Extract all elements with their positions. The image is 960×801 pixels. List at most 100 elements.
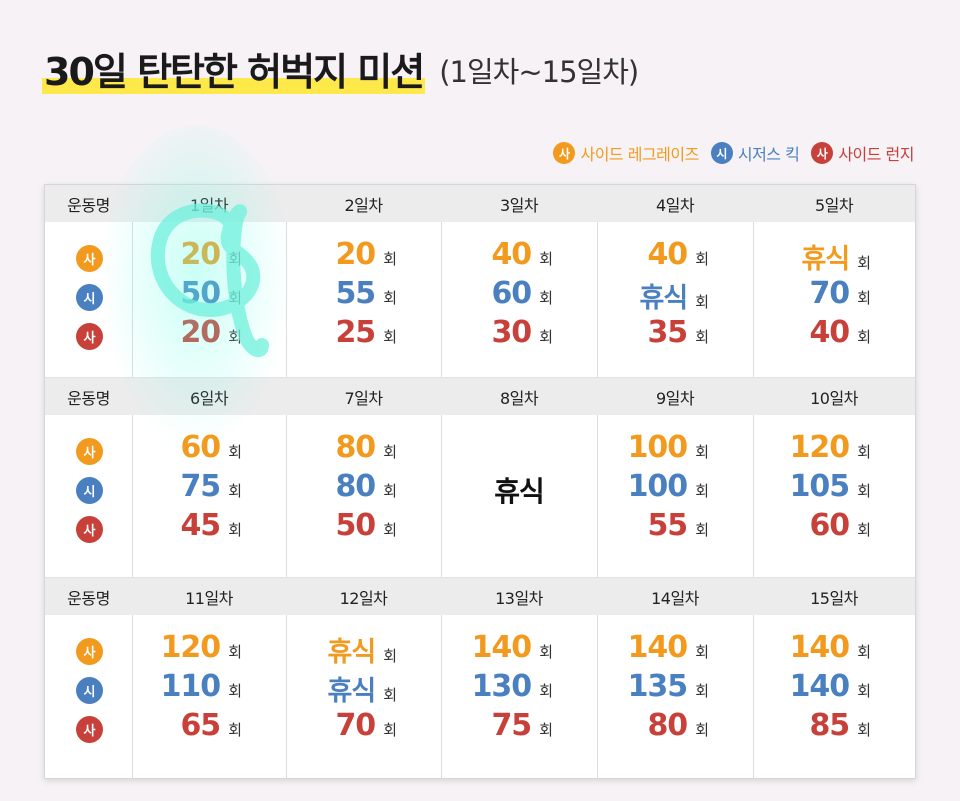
rep-value: 140 — [789, 669, 851, 704]
rep-count: 50 회 — [335, 508, 397, 546]
day-header: 7일차 — [344, 388, 383, 408]
rep-count: 20 회 — [335, 237, 397, 275]
rep-count: 70 회 — [809, 276, 871, 314]
day-header: 10일차 — [810, 388, 858, 408]
rep-value: 35 — [647, 315, 688, 350]
exercise-badge: 시 — [76, 284, 103, 311]
rep-count: 40 회 — [647, 237, 709, 275]
day-header: 4일차 — [655, 195, 695, 215]
rep-value: 75 — [180, 469, 221, 504]
rep-unit: 회 — [857, 482, 871, 500]
rep-unit: 회 — [695, 721, 709, 739]
rep-value: 85 — [809, 708, 850, 743]
rep-count: 휴식 회 — [328, 630, 398, 668]
day-section: 운동명 사 시 사 1일차 20 회 50 회 20 회 2일차 20 회 55 회 25 회 3일차 40 회 60 회 3… — [45, 185, 915, 377]
rep-unit: 회 — [383, 521, 397, 539]
day-cell: 60 회 75 회 45 회 — [132, 415, 286, 578]
rep-value: 140 — [789, 630, 851, 665]
rep-unit: 회 — [383, 721, 397, 739]
rep-count: 130 회 — [472, 669, 553, 707]
rep-unit: 회 — [383, 328, 397, 346]
column-divider — [132, 615, 133, 779]
legend-item: 시 시저스 킥 — [710, 141, 800, 165]
rep-count: 100 회 — [628, 469, 709, 507]
rep-unit: 회 — [695, 682, 709, 700]
day-header: 12일차 — [339, 588, 388, 608]
exercise-badge: 사 — [76, 638, 103, 665]
rep-count: 20 회 — [180, 315, 242, 353]
rep-count: 140 회 — [790, 630, 871, 668]
rep-value: 50 — [335, 508, 376, 543]
rep-count: 50 회 — [180, 276, 242, 314]
rep-unit: 회 — [383, 647, 397, 665]
rep-value: 20 — [335, 237, 376, 272]
rep-count: 35 회 — [647, 315, 709, 353]
day-header: 3일차 — [499, 195, 539, 215]
day-cell: 100 회 100 회 55 회 — [597, 415, 753, 578]
rep-unit: 회 — [383, 443, 397, 461]
rep-unit: 회 — [539, 250, 553, 268]
rep-unit: 회 — [695, 293, 709, 311]
rep-value: 20 — [180, 237, 221, 272]
rep-count: 40 회 — [491, 237, 553, 275]
rep-count: 80 회 — [647, 708, 709, 746]
rep-count: 30 회 — [491, 315, 553, 353]
rep-value: 휴식 — [327, 676, 377, 707]
rep-value: 휴식 — [639, 283, 689, 314]
exercise-badge: 사 — [76, 716, 103, 743]
rep-unit: 회 — [383, 686, 397, 704]
header-row — [45, 378, 915, 415]
rep-count: 휴식 회 — [802, 237, 872, 275]
rep-value: 100 — [627, 430, 689, 465]
rep-value: 105 — [789, 469, 851, 504]
day-section: 운동명 사 시 사 6일차 60 회 75 회 45 회 7일차 80 회 80 회 50 회 8일차 휴식 9일차 10… — [45, 377, 915, 578]
day-cell: 휴식 — [441, 415, 597, 578]
exercise-badge: 시 — [76, 677, 103, 704]
day-cell: 120 회 110 회 65 회 — [132, 615, 286, 779]
rep-value: 140 — [471, 630, 533, 665]
day-header: 2일차 — [344, 195, 383, 215]
column-divider — [132, 415, 133, 578]
rep-unit: 회 — [539, 643, 553, 661]
rep-unit: 회 — [857, 682, 871, 700]
day-header: 11일차 — [185, 588, 233, 608]
legend-item: 사 사이드 런지 — [811, 141, 914, 165]
column-divider — [597, 615, 598, 779]
rep-count: 20 회 — [180, 237, 242, 275]
exercise-badge: 시 — [76, 477, 103, 504]
day-cell: 20 회 55 회 25 회 — [286, 222, 441, 377]
day-cell: 120 회 105 회 60 회 — [753, 415, 915, 578]
rep-count: 60 회 — [491, 276, 553, 314]
day-header: 13일차 — [495, 588, 543, 608]
column-divider — [753, 222, 754, 377]
rep-count: 80 회 — [335, 469, 397, 507]
rep-unit: 회 — [228, 328, 242, 346]
rep-count: 휴식 회 — [640, 276, 710, 314]
rep-unit: 회 — [695, 443, 709, 461]
column-divider — [132, 222, 133, 377]
column-divider — [441, 415, 442, 578]
rep-value: 100 — [627, 469, 689, 504]
rep-value: 70 — [809, 276, 850, 311]
rep-count: 140 회 — [790, 669, 871, 707]
rep-unit: 회 — [857, 721, 871, 739]
rep-value: 휴식 — [801, 244, 851, 275]
legend-item: 사 사이드 레그레이즈 — [553, 141, 699, 165]
rep-unit: 회 — [539, 721, 553, 739]
rep-value: 80 — [335, 430, 376, 465]
rep-value: 65 — [180, 708, 221, 743]
day-header: 15일차 — [810, 588, 858, 608]
rep-count: 135 회 — [628, 669, 709, 707]
rep-unit: 회 — [857, 521, 871, 539]
exercise-badge: 사 — [76, 245, 103, 272]
rep-unit: 회 — [228, 521, 242, 539]
rep-unit: 회 — [383, 289, 397, 307]
day-header: 9일차 — [655, 388, 695, 408]
exercise-badge: 사 — [76, 323, 103, 350]
rep-count: 110 회 — [161, 669, 242, 707]
exercise-name-header: 운동명 — [67, 388, 110, 408]
rep-unit: 회 — [857, 289, 871, 307]
rep-count: 140 회 — [628, 630, 709, 668]
column-divider — [753, 615, 754, 779]
rep-count: 60 회 — [180, 430, 242, 468]
